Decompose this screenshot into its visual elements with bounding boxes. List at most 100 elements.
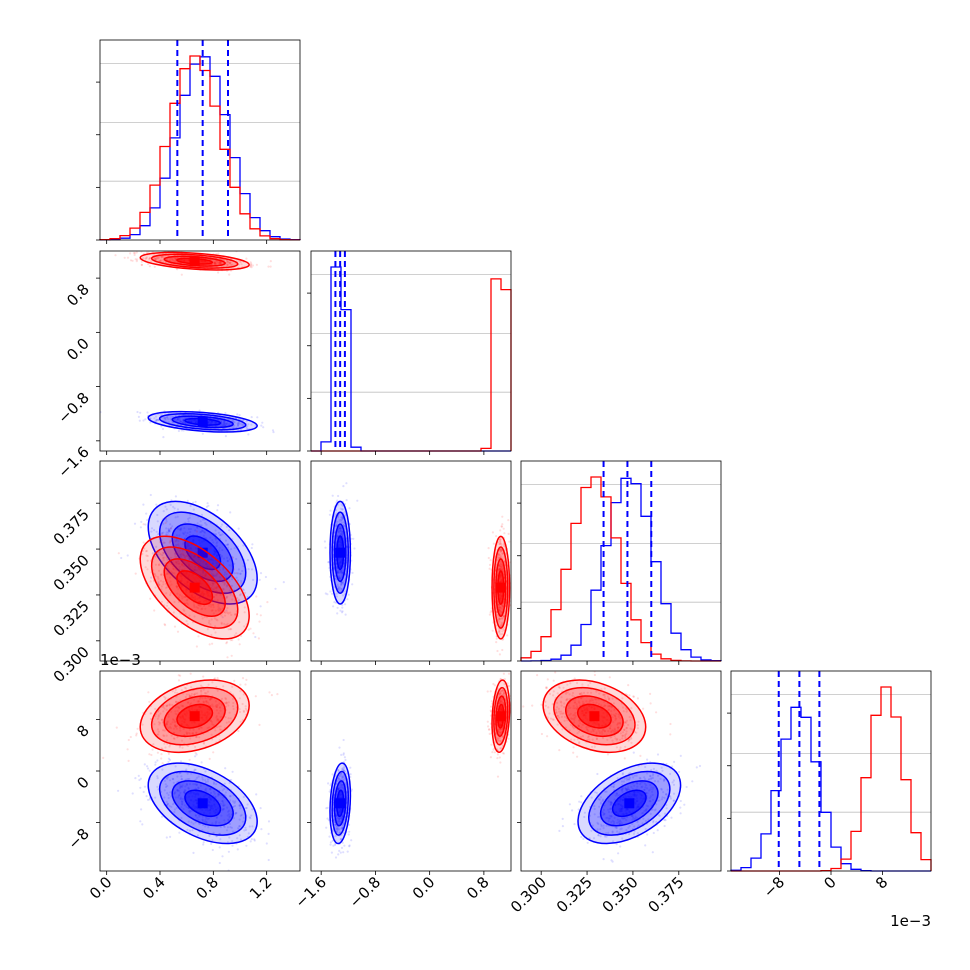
scatter-point [498,653,501,656]
scatter-point [216,599,219,602]
scatter-point [145,795,148,798]
scatter-point [196,560,199,563]
scatter-point [255,263,258,266]
scatter-point [162,541,165,544]
scatter-point [236,413,239,416]
scatter-point [212,574,215,577]
scatter-point [335,522,339,526]
scatter-point [143,547,146,550]
scatter-point [220,419,223,422]
scatter-point [214,574,217,577]
scatter-point [151,748,154,751]
scatter-point [146,411,149,414]
scatter-point [210,842,213,846]
scatter-point [239,581,243,584]
scatter-point [338,571,341,574]
scatter-point [182,533,185,536]
scatter-point [337,587,340,590]
scatter-point [336,516,340,519]
scatter-point [488,563,492,567]
scatter-point [166,558,169,561]
scatter-point [496,753,499,756]
scatter-point [102,756,105,760]
scatter-point [164,586,168,589]
scatter-point [126,748,129,751]
scatter-point [230,654,233,657]
scatter-point [150,527,154,530]
scatter-point [340,611,344,614]
scatter-point [202,571,205,574]
scatter-point [201,561,204,564]
scatter-point [196,522,199,525]
scatter-point [166,415,169,419]
scatter-point [243,606,246,609]
scatter-point [231,639,234,642]
scatter-point [195,569,198,572]
scatter-point [175,551,178,555]
scatter-point [188,557,191,561]
scatter-point [223,582,226,585]
scatter-point [133,253,136,257]
scatter-point [144,418,147,421]
scatter-point [161,255,164,258]
scatter-point [187,563,191,567]
scatter-point [217,252,220,255]
scatter-point [326,593,329,596]
scatter-point [210,605,213,608]
scatter-point [227,418,230,421]
scatter-point [165,520,168,523]
scatter-point [180,527,183,530]
scatter-point [164,505,167,508]
scatter-point [131,792,134,795]
scatter-point [207,621,210,624]
scatter-point [166,416,169,419]
scatter-point [174,539,177,543]
scatter-point [197,603,200,607]
scatter-point [181,552,184,555]
scatter-point [224,593,227,596]
scatter-point [329,841,332,844]
scatter-point [340,588,344,591]
scatter-point [226,543,230,546]
scatter-point [253,838,256,841]
scatter-point [208,604,211,608]
scatter-point [272,431,275,434]
scatter-point [274,587,277,590]
scatter-point [254,635,257,639]
scatter-point [180,563,183,566]
panel-content [100,251,275,439]
scatter-point [167,527,170,531]
scatter-point [217,567,221,570]
scatter-panel-2-1 [99,250,301,452]
scatter-point [189,672,192,675]
scatter-point [329,509,332,512]
scatter-point [187,517,190,521]
scatter-point [143,763,146,766]
scatter-point [255,793,258,796]
scatter-point [250,266,253,269]
scatter-point [166,604,169,607]
scatter-point [193,569,196,572]
scatter-point [213,617,216,620]
scatter-point [159,579,162,583]
scatter-point [178,565,181,568]
scatter-point [148,257,151,260]
scatter-point [350,537,353,540]
scatter-point [165,508,168,511]
scatter-point [237,421,240,424]
scatter-point [502,672,505,675]
scatter-point [183,555,186,558]
scatter-point [177,429,180,433]
scatter-point [241,569,244,573]
scatter-point [259,614,262,617]
scatter-point [222,562,225,565]
scatter-point [221,616,224,619]
scatter-point [224,767,227,770]
scatter-point [222,588,225,591]
scatter-point [329,843,332,846]
scatter-point [181,549,184,552]
scatter-point [269,260,272,263]
scatter-point [186,531,189,535]
panel-frame [99,460,301,662]
scatter-point [214,529,217,532]
